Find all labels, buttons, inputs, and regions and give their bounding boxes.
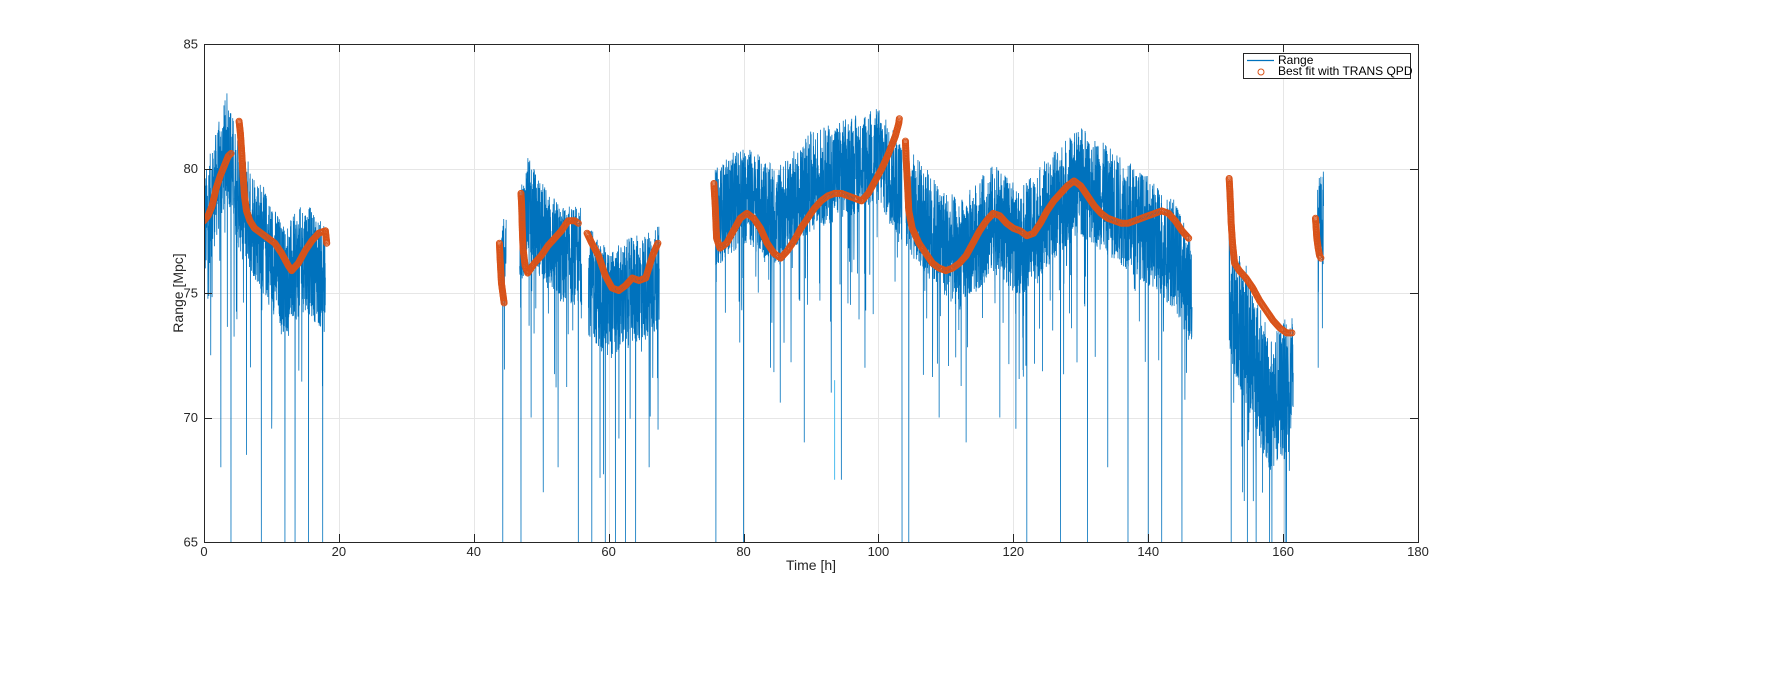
x-tick-label: 20	[332, 544, 346, 559]
best-fit-marker	[895, 115, 903, 123]
axis-ticks	[204, 44, 1419, 543]
best-fit-marker	[1069, 178, 1077, 186]
best-fit-marker	[654, 239, 662, 247]
y-tick-label: 70	[184, 410, 198, 425]
legend-label-best-fit: Best fit with TRANS QPD	[1278, 64, 1413, 78]
x-tick-label: 0	[200, 544, 207, 559]
best-fit-marker	[1288, 329, 1296, 337]
x-tick-label: 140	[1137, 544, 1159, 559]
best-fit-marker	[1280, 327, 1288, 335]
x-tick-label: 120	[1002, 544, 1024, 559]
best-fit-marker	[574, 219, 582, 227]
legend-label-range: Range	[1278, 53, 1314, 67]
y-tick-label: 85	[184, 37, 198, 52]
axis-tick-labels: 0 20 40 60 80 100 120 140 160 180 65 70 75 80 85	[184, 37, 1429, 560]
legend-best-fit-marker-sample	[1257, 68, 1265, 76]
best-fit-marker	[1183, 232, 1191, 240]
legend-box	[1243, 53, 1411, 79]
y-tick-label: 65	[184, 535, 198, 550]
y-tick-label: 75	[184, 286, 198, 301]
best-fit-marker	[500, 299, 508, 307]
range-line-segment-4	[714, 109, 903, 542]
x-tick-label: 40	[467, 544, 481, 559]
best-fit-marker	[573, 218, 581, 226]
best-fit-marker	[1185, 234, 1193, 242]
best-fit-marker	[323, 239, 331, 247]
x-tick-label: 180	[1407, 544, 1429, 559]
plot-area: 0 20 40 60 80 100 120 140 160 180 65 70 75 80 85	[184, 37, 1429, 560]
range-line-segment-0	[204, 93, 326, 542]
x-tick-label: 80	[736, 544, 750, 559]
best-fit-marker	[742, 210, 750, 218]
x-axis-label: Time [h]	[786, 557, 836, 573]
range-line-segment-6	[1228, 226, 1294, 542]
best-fit-marker	[1184, 233, 1192, 241]
best-fit-marker	[1317, 254, 1325, 262]
y-tick-label: 80	[184, 161, 198, 176]
best-fit-marker	[227, 150, 235, 158]
series-best-fit-markers	[204, 115, 1325, 337]
y-axis-label: Range [Mpc]	[170, 253, 186, 332]
x-tick-label: 100	[868, 544, 890, 559]
legend: Range Best fit with TRANS QPD	[1243, 53, 1413, 79]
x-tick-label: 160	[1272, 544, 1294, 559]
best-fit-marker	[226, 150, 234, 158]
x-tick-label: 60	[601, 544, 615, 559]
best-fit-marker	[225, 151, 233, 159]
best-fit-marker	[1022, 231, 1030, 239]
